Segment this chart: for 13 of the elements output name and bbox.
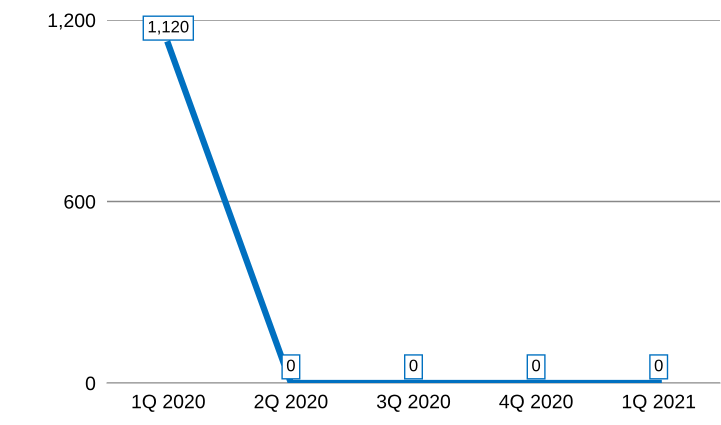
- y-tick-label: 1,200: [48, 13, 96, 30]
- y-tick-label: 0: [86, 376, 96, 390]
- x-tick-label: 3Q 2020: [376, 394, 450, 412]
- x-tick-label: 1Q 2021: [622, 394, 696, 412]
- x-tick-label: 4Q 2020: [499, 394, 573, 412]
- data-label: 1,120: [148, 20, 189, 35]
- data-label: 0: [654, 360, 663, 372]
- data-label: 0: [286, 360, 295, 372]
- y-tick-label: 600: [64, 194, 96, 209]
- x-tick-label: 2Q 2020: [254, 394, 328, 412]
- data-label: 0: [532, 360, 540, 372]
- x-tick-label: 1Q 2020: [132, 394, 205, 412]
- data-label: 0: [410, 360, 418, 372]
